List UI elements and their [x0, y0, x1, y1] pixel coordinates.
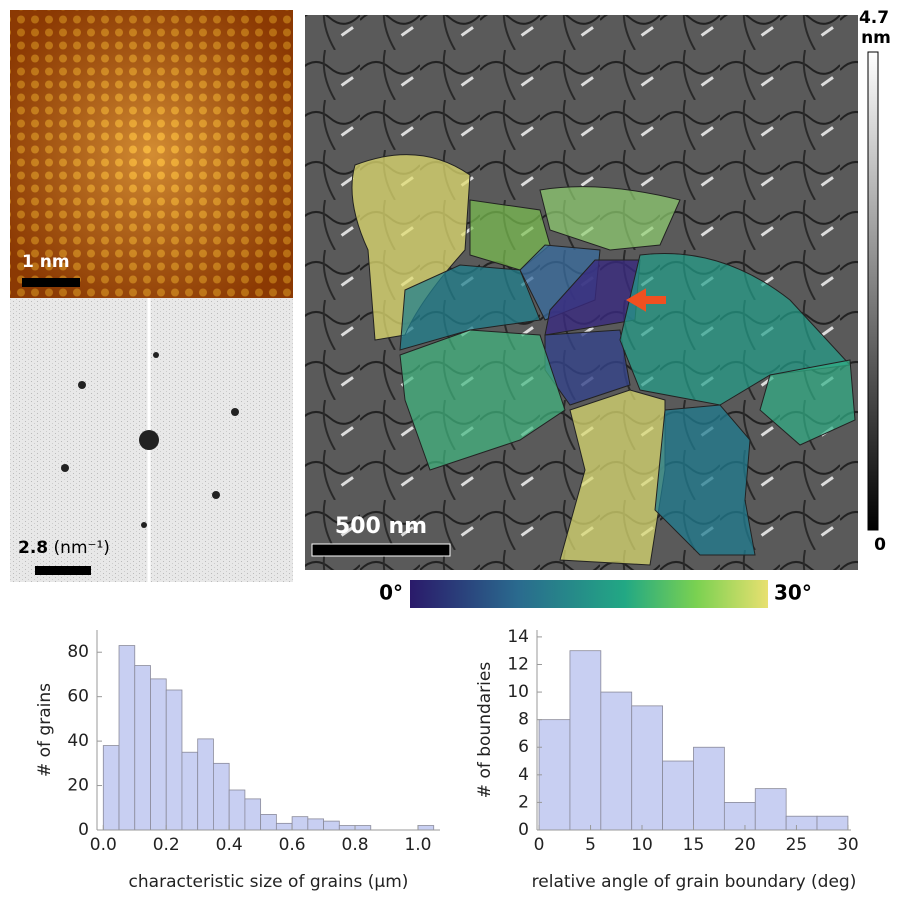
y-axis-label: # of grains — [35, 683, 55, 777]
bar — [339, 826, 355, 830]
bar — [213, 763, 229, 830]
bar — [229, 790, 245, 830]
bar — [292, 817, 308, 830]
bar — [632, 706, 663, 830]
bar — [276, 823, 292, 830]
bar — [261, 814, 277, 830]
bar — [198, 739, 214, 830]
scale-unit: (nm⁻¹) — [54, 538, 110, 558]
x-tick-label: 15 — [683, 835, 705, 855]
y-tick-label: 12 — [507, 654, 529, 674]
x-axis-label: relative angle of grain boundary (deg) — [532, 872, 857, 892]
bar — [103, 746, 119, 830]
bar — [755, 789, 786, 830]
bar — [786, 816, 817, 830]
x-axis-label: characteristic size of grains (μm) — [129, 872, 409, 892]
bar — [245, 799, 261, 830]
bar — [724, 802, 755, 830]
fft-image: 2.8 (nm⁻¹) — [10, 298, 293, 582]
bar — [663, 761, 694, 830]
y-tick-label: 10 — [507, 682, 529, 702]
scale-bar-label: 1 nm — [22, 252, 70, 272]
x-tick-label: 0.8 — [342, 835, 369, 855]
scale-value: 2.8 — [18, 538, 48, 558]
y-tick-label: 8 — [518, 710, 529, 730]
x-tick-label: 0.6 — [279, 835, 306, 855]
scale-bar-label: 2.8 (nm⁻¹) — [18, 538, 110, 558]
x-tick-label: 5 — [585, 835, 596, 855]
x-tick-label: 25 — [786, 835, 808, 855]
height-colorbar: 4.7 nm 0 — [859, 8, 891, 555]
atomic-image: 1 nm — [10, 10, 293, 298]
colorbar-min: 0° — [379, 581, 403, 605]
bar — [539, 720, 570, 830]
afm-image: 500 nm — [305, 15, 858, 570]
x-tick-label: 0.4 — [216, 835, 243, 855]
x-tick-label: 0.2 — [153, 835, 180, 855]
y-axis-label: # of boundaries — [475, 662, 495, 799]
x-tick-label: 0.0 — [90, 835, 117, 855]
y-tick-label: 6 — [518, 737, 529, 757]
colorbar-max: 4.7 — [859, 8, 889, 28]
colorbar-min: 0 — [874, 535, 886, 555]
y-tick-label: 14 — [507, 627, 529, 647]
bar — [150, 679, 166, 830]
y-tick-label: 60 — [67, 687, 89, 707]
bar — [119, 646, 135, 830]
bar — [135, 666, 151, 830]
bar — [693, 747, 724, 830]
y-tick-label: 80 — [67, 642, 89, 662]
y-tick-label: 4 — [518, 765, 529, 785]
bar — [418, 826, 434, 830]
x-tick-label: 1.0 — [404, 835, 431, 855]
y-tick-label: 0 — [518, 820, 529, 840]
y-tick-label: 0 — [78, 820, 89, 840]
y-tick-label: 20 — [67, 776, 89, 796]
bar — [817, 816, 848, 830]
scale-bar-label: 500 nm — [335, 514, 427, 539]
x-tick-label: 10 — [631, 835, 653, 855]
bar — [308, 819, 324, 830]
bar — [355, 826, 371, 830]
angle-colorbar: 0° 30° — [379, 580, 812, 608]
figure: 1 nm 2.8 (nm⁻¹) 500 nm 4.7 nm 0 — [0, 0, 904, 894]
bar — [601, 692, 632, 830]
y-tick-label: 40 — [67, 731, 89, 751]
x-tick-label: 0 — [534, 835, 545, 855]
y-tick-label: 2 — [518, 792, 529, 812]
bar — [570, 651, 601, 830]
x-tick-label: 20 — [734, 835, 756, 855]
bar — [182, 752, 198, 830]
colorbar-unit: nm — [861, 28, 891, 48]
bar — [166, 690, 182, 830]
x-tick-label: 30 — [837, 835, 859, 855]
colorbar-max: 30° — [774, 581, 812, 605]
bar — [324, 821, 340, 830]
